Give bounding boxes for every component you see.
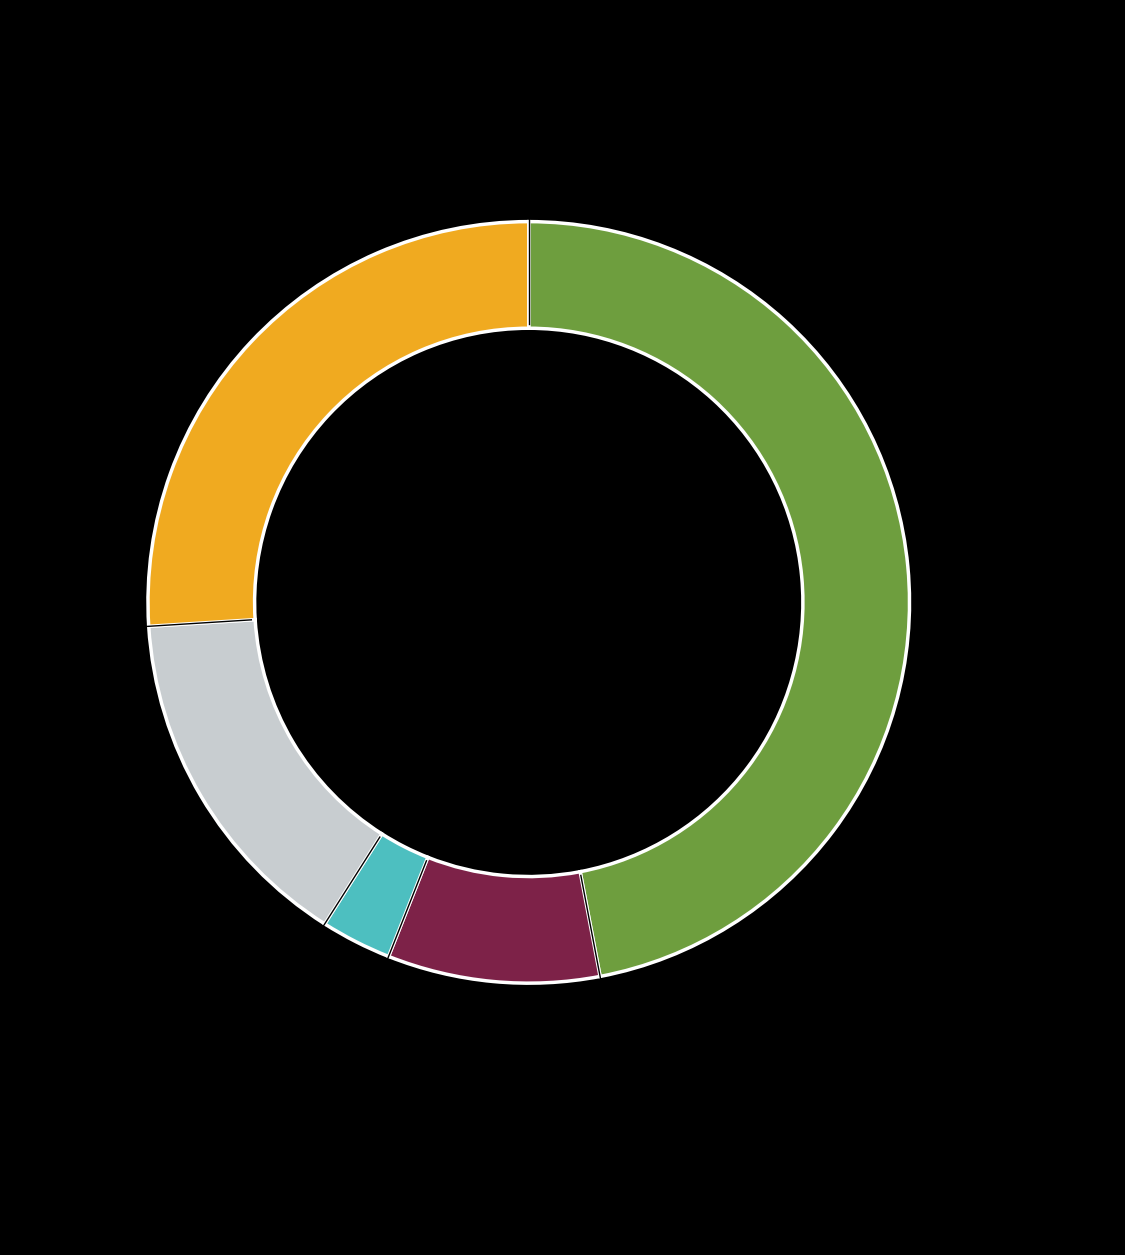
Wedge shape	[148, 222, 529, 626]
Wedge shape	[529, 222, 909, 976]
Wedge shape	[388, 857, 600, 983]
Wedge shape	[325, 833, 428, 956]
Wedge shape	[148, 620, 381, 924]
